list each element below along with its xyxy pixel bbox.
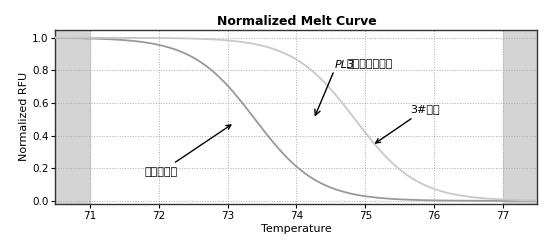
Text: 野生型水稻: 野生型水稻	[145, 125, 231, 177]
Text: PL3: PL3	[334, 60, 355, 70]
Text: 3#样品: 3#样品	[376, 104, 440, 143]
Bar	[503, 30, 537, 204]
X-axis label: Temperature: Temperature	[261, 224, 332, 234]
Title: Normalized Melt Curve: Normalized Melt Curve	[217, 15, 376, 28]
Y-axis label: Normalized RFU: Normalized RFU	[19, 72, 29, 161]
Text: 基因编辑型水稻: 基因编辑型水稻	[347, 60, 393, 70]
Bar	[55, 30, 90, 204]
